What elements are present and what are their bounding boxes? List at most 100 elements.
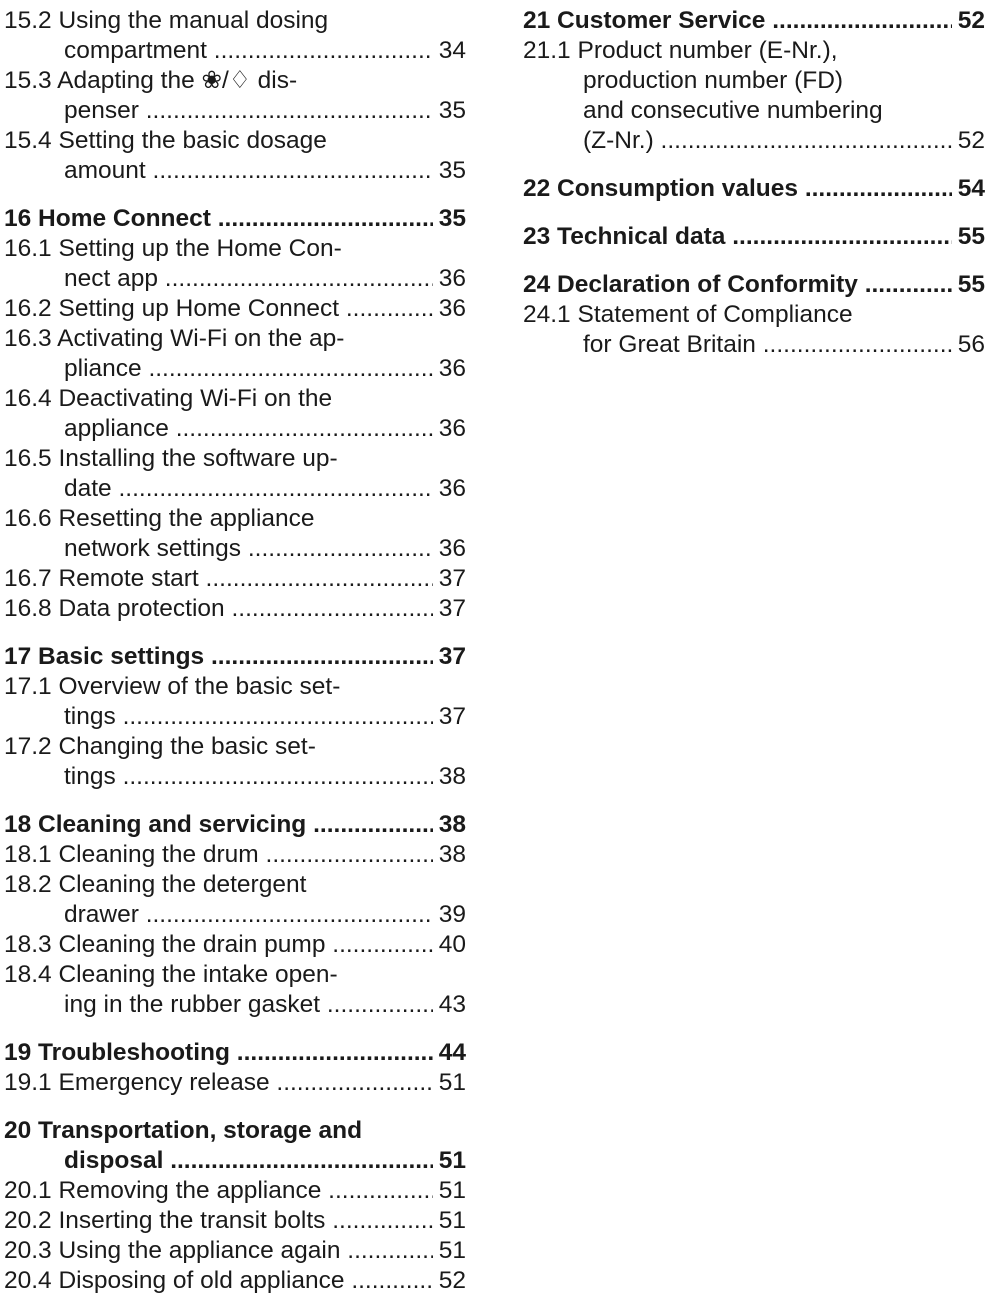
toc-section-entry: 20.3 Using the appliance again51 [4, 1236, 466, 1266]
toc-entry-text: tings [64, 702, 433, 732]
toc-section-entry: 16.3 Activating Wi-Fi on the ap-pliance3… [4, 324, 466, 384]
toc-entry-text: 15.4 Setting the basic dosage [4, 127, 327, 154]
toc-entry-text: 18.3 Cleaning the drain pump [4, 930, 433, 960]
toc-section-entry: 16.6 Resetting the appliance network sett… [4, 504, 466, 564]
toc-section-entry: 16.8 Data protection37 [4, 594, 466, 624]
toc-section-entry: 17.1 Overview of the basic set-tings37 [4, 672, 466, 732]
toc-entry-text: 18 Cleaning and servicing [4, 810, 433, 840]
toc-page-number: 51 [438, 1207, 466, 1234]
toc-page-number: 52 [957, 7, 985, 34]
toc-entry-text: nect app [64, 264, 433, 294]
toc-entry-text: 18.2 Cleaning the detergent [4, 871, 307, 898]
toc-section-entry: 21.1 Product number (E-Nr.), production n… [523, 36, 985, 156]
toc-chapter-entry: 20 Transportation, storage anddisposal51 [4, 1116, 466, 1176]
toc-page-number: 52 [957, 127, 985, 154]
toc-section-entry: 15.2 Using the manual dosingcompartment3… [4, 6, 466, 66]
toc-page-number: 52 [438, 1267, 466, 1294]
toc-entry-text: 20.4 Disposing of old appliance [4, 1266, 433, 1296]
toc-entry-text: (Z-Nr.) [583, 126, 952, 156]
toc-chapter-entry: 24 Declaration of Conformity55 [523, 270, 985, 300]
toc-section-entry: 18.4 Cleaning the intake open-ing in the… [4, 960, 466, 1020]
toc-page-number: 40 [438, 931, 466, 958]
toc-page-number: 38 [438, 763, 466, 790]
toc-page-number: 54 [957, 175, 985, 202]
toc-entry-text: penser [64, 96, 433, 126]
toc-column-left: 15.2 Using the manual dosingcompartment3… [4, 6, 466, 1296]
toc-entry-text: 21.1 Product number (E-Nr.), [523, 37, 838, 64]
toc-page-number: 37 [438, 595, 466, 622]
toc-entry-text: compartment [64, 36, 433, 66]
toc-entry-text: 18.4 Cleaning the intake open- [4, 961, 338, 988]
toc-entry-text: 20 Transportation, storage and [4, 1117, 363, 1144]
toc-entry-text: 18.1 Cleaning the drum [4, 840, 433, 870]
toc-entry-text: ing in the rubber gasket [64, 990, 433, 1020]
toc-page-number: 36 [438, 475, 466, 502]
toc-page-number: 34 [438, 37, 466, 64]
toc-entry-text: 24 Declaration of Conformity [523, 270, 952, 300]
toc-entry-text: 16 Home Connect [4, 204, 433, 234]
toc-page-number: 55 [957, 223, 985, 250]
toc-entry-text: 17.2 Changing the basic set- [4, 733, 316, 760]
toc-entry-text: 19.1 Emergency release [4, 1068, 433, 1098]
toc-entry-text: production number (FD) [583, 67, 844, 94]
toc-section-entry: 16.4 Deactivating Wi-Fi on theappliance3… [4, 384, 466, 444]
toc-page-number: 37 [438, 565, 466, 592]
toc-page-number: 36 [438, 535, 466, 562]
toc-entry-text: 15.2 Using the manual dosing [4, 7, 329, 34]
toc-page-number: 35 [438, 205, 466, 232]
toc-entry-text: for Great Britain [583, 330, 952, 360]
toc-entry-text: 16.6 Resetting the appliance [4, 505, 315, 532]
toc-section-entry: 16.2 Setting up Home Connect36 [4, 294, 466, 324]
toc-chapter-entry: 23 Technical data55 [523, 222, 985, 252]
toc-entry-text: 16.5 Installing the software up- [4, 445, 338, 472]
toc-page-number: 37 [438, 643, 466, 670]
toc-entry-text: 16.3 Activating Wi-Fi on the ap- [4, 325, 345, 352]
toc-section-entry: 20.4 Disposing of old appliance52 [4, 1266, 466, 1296]
toc-section-entry: 20.2 Inserting the transit bolts51 [4, 1206, 466, 1236]
toc-page-number: 51 [438, 1069, 466, 1096]
toc-entry-text: 24.1 Statement of Compliance [523, 301, 853, 328]
toc-entry-text: 15.3 Adapting the ❀/♢ dis- [4, 67, 298, 94]
toc-entry-text: 21 Customer Service [523, 6, 952, 36]
toc-entry-text: 20.3 Using the appliance again [4, 1236, 433, 1266]
toc-page-number: 38 [438, 811, 466, 838]
toc-entry-text: date [64, 474, 433, 504]
toc-section-entry: 19.1 Emergency release51 [4, 1068, 466, 1098]
toc-page-number: 36 [438, 295, 466, 322]
toc-chapter-entry: 22 Consumption values54 [523, 174, 985, 204]
toc-section-entry: 16.5 Installing the software up-date36 [4, 444, 466, 504]
toc-page-number: 37 [438, 703, 466, 730]
toc-chapter-entry: 17 Basic settings37 [4, 642, 466, 672]
toc-page-number: 44 [438, 1039, 466, 1066]
toc-chapter-entry: 18 Cleaning and servicing38 [4, 810, 466, 840]
toc-column-right: 21 Customer Service5221.1 Product number… [523, 6, 985, 360]
toc-entry-text: 16.1 Setting up the Home Con- [4, 235, 342, 262]
toc-page-number: 51 [438, 1237, 466, 1264]
toc-entry-text: network settings [64, 534, 433, 564]
toc-section-entry: 17.2 Changing the basic set-tings38 [4, 732, 466, 792]
toc-page-number: 55 [957, 271, 985, 298]
toc-section-entry: 18.2 Cleaning the detergentdrawer39 [4, 870, 466, 930]
toc-page-number: 56 [957, 331, 985, 358]
toc-page-number: 36 [438, 415, 466, 442]
toc-entry-text: 17 Basic settings [4, 642, 433, 672]
toc-section-entry: 20.1 Removing the appliance51 [4, 1176, 466, 1206]
toc-entry-text: pliance [64, 354, 433, 384]
toc-entry-text: 16.2 Setting up Home Connect [4, 294, 433, 324]
toc-page-number: 39 [438, 901, 466, 928]
toc-section-entry: 16.7 Remote start37 [4, 564, 466, 594]
toc-page-number: 43 [438, 991, 466, 1018]
toc-entry-text: drawer [64, 900, 433, 930]
toc-page-number: 35 [438, 97, 466, 124]
toc-section-entry: 18.1 Cleaning the drum38 [4, 840, 466, 870]
toc-page-number: 51 [438, 1147, 466, 1174]
toc-entry-text: 19 Troubleshooting [4, 1038, 433, 1068]
toc-entry-text: 20.1 Removing the appliance [4, 1176, 433, 1206]
toc-entry-text: disposal [64, 1146, 433, 1176]
toc-section-entry: 18.3 Cleaning the drain pump40 [4, 930, 466, 960]
toc-entry-text: tings [64, 762, 433, 792]
toc-page-number: 36 [438, 265, 466, 292]
toc-entry-text: appliance [64, 414, 433, 444]
toc-section-entry: 15.4 Setting the basic dosageamount35 [4, 126, 466, 186]
toc-entry-text: amount [64, 156, 433, 186]
